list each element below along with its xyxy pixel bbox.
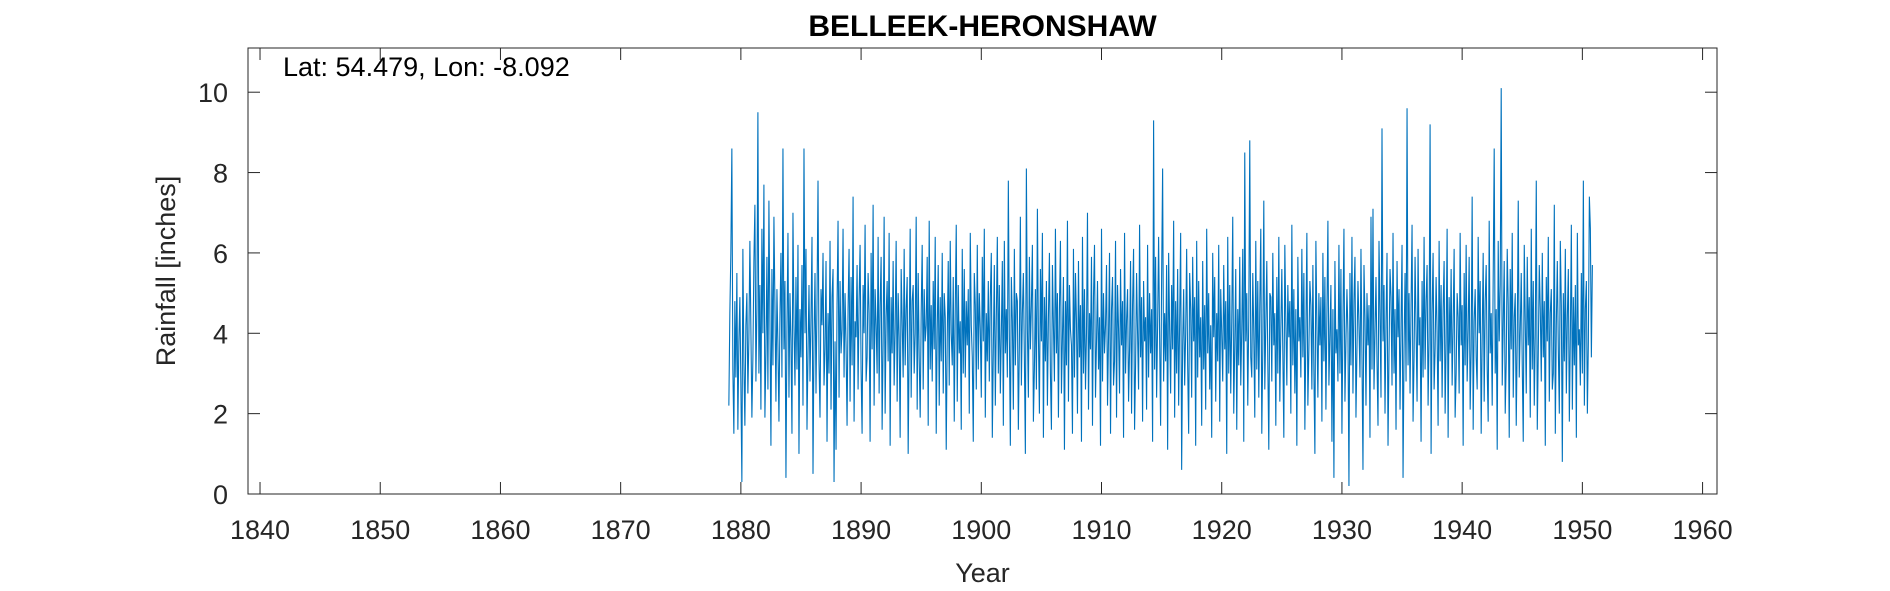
y-axis-label: Rainfall [inches] [151, 176, 181, 367]
x-tick-label: 1900 [951, 515, 1011, 545]
x-axis-label: Year [955, 558, 1010, 588]
y-tick-label: 2 [213, 400, 228, 430]
y-tick-label: 10 [198, 78, 228, 108]
x-tick-label: 1930 [1312, 515, 1372, 545]
plot-area-border [247, 47, 1718, 495]
chart-title: BELLEEK-HERONSHAW [808, 10, 1157, 43]
y-tick-label: 4 [213, 319, 228, 349]
y-tick-label: 8 [213, 159, 228, 189]
y-tick-label: 0 [213, 480, 228, 510]
x-tick-label: 1920 [1192, 515, 1252, 545]
x-tick-label: 1940 [1432, 515, 1492, 545]
x-tick-label: 1850 [350, 515, 410, 545]
tick-labels: 1840 1850 1860 1870 1880 1890 1900 1910 1920 1930… [198, 78, 1733, 545]
location-annotation: Lat: 54.479, Lon: -8.092 [283, 52, 570, 82]
x-tick-label: 1890 [831, 515, 891, 545]
x-tick-label: 1950 [1552, 515, 1612, 545]
x-tick-label: 1880 [711, 515, 771, 545]
y-tick-label: 6 [213, 239, 228, 269]
x-tick-label: 1910 [1071, 515, 1131, 545]
x-tick-label: 1870 [591, 515, 651, 545]
axis-ticks [248, 48, 1717, 495]
rainfall-series-line [728, 88, 1593, 486]
x-tick-label: 1840 [230, 515, 290, 545]
x-tick-label: 1960 [1673, 515, 1733, 545]
x-tick-label: 1860 [470, 515, 530, 545]
